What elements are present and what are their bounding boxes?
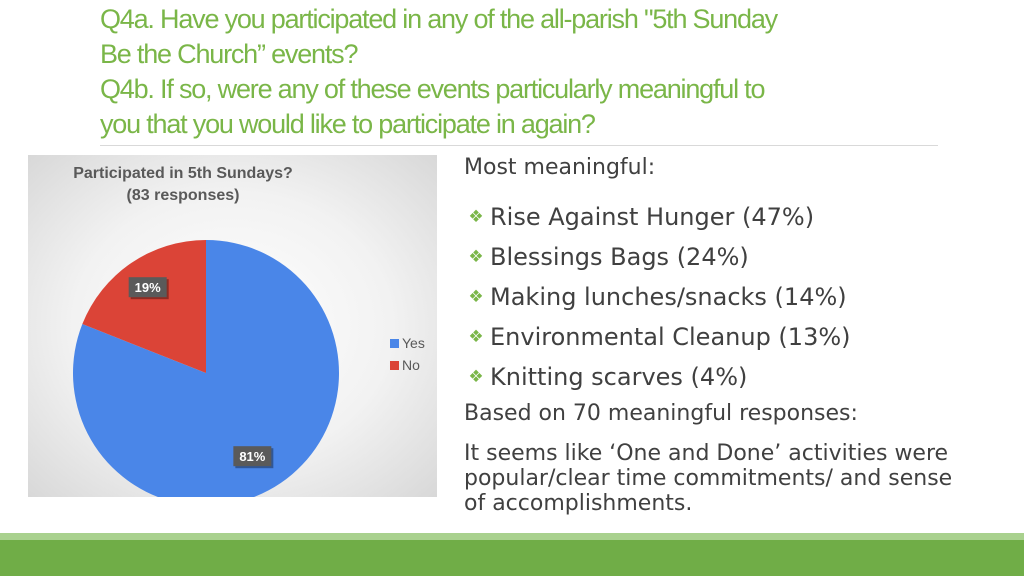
diamond-cluster-icon: ❖ <box>468 207 484 227</box>
list-item: ❖ Environmental Cleanup (13%) <box>464 317 984 357</box>
list-item: ❖ Blessings Bags (24%) <box>464 237 984 277</box>
legend-item-yes: Yes <box>390 332 425 354</box>
list-item-label: Making lunches/snacks (14%) <box>490 283 847 311</box>
slide-title: Q4a. Have you participated in any of the… <box>100 2 940 142</box>
list-item: ❖ Knitting scarves (4%) <box>464 357 984 397</box>
pie-chart: 81% 19% <box>73 240 339 497</box>
chart-title: Participated in 5th Sundays? <box>73 165 293 182</box>
legend-swatch-no <box>390 360 399 370</box>
legend-item-no: No <box>390 354 425 376</box>
chart-legend: Yes No <box>390 332 425 376</box>
legend-swatch-yes <box>390 338 399 348</box>
list-item-label: Environmental Cleanup (13%) <box>490 323 851 351</box>
meaningful-events-panel: Most meaningful: ❖ Rise Against Hunger (4… <box>464 153 984 516</box>
list-item-label: Knitting scarves (4%) <box>490 363 748 391</box>
list-item-label: Rise Against Hunger (47%) <box>490 203 815 231</box>
pie-slice-yes <box>73 240 339 497</box>
legend-label-yes: Yes <box>402 335 425 351</box>
footer-band-light <box>0 533 1024 540</box>
pie-chart-panel: Participated in 5th Sundays? (83 respons… <box>28 155 437 497</box>
data-label-no: 19% <box>128 277 169 300</box>
diamond-cluster-icon: ❖ <box>468 327 484 347</box>
pie-slice-no <box>82 240 206 373</box>
data-label-text: 19% <box>135 280 161 295</box>
list-item-label: Blessings Bags (24%) <box>490 243 749 271</box>
title-line: Q4b. If so, were any of these events par… <box>100 74 765 104</box>
list-item: ❖ Making lunches/snacks (14%) <box>464 277 984 317</box>
title-line: Q4a. Have you participated in any of the… <box>100 4 778 34</box>
diamond-cluster-icon: ❖ <box>468 287 484 307</box>
diamond-cluster-icon: ❖ <box>468 367 484 387</box>
diamond-cluster-icon: ❖ <box>468 247 484 267</box>
footer-band-dark <box>0 540 1024 576</box>
title-line: Be the Church” events? <box>100 39 358 69</box>
title-line: you that you would like to participate i… <box>100 109 596 139</box>
legend-label-no: No <box>402 357 420 373</box>
data-label-text: 81% <box>239 449 265 464</box>
meaningful-events-list: ❖ Rise Against Hunger (47%) ❖ Blessings Ba… <box>464 197 984 397</box>
list-item: ❖ Rise Against Hunger (47%) <box>464 197 984 237</box>
responses-basis-text: Based on 70 meaningful responses: <box>464 401 858 426</box>
observation-note: It seems like ‘One and Done’ activities … <box>464 441 953 516</box>
most-meaningful-heading: Most meaningful: <box>464 155 656 180</box>
data-label-yes: 81% <box>233 446 274 469</box>
title-divider <box>100 145 938 146</box>
chart-subtitle: (83 responses) <box>126 187 240 204</box>
